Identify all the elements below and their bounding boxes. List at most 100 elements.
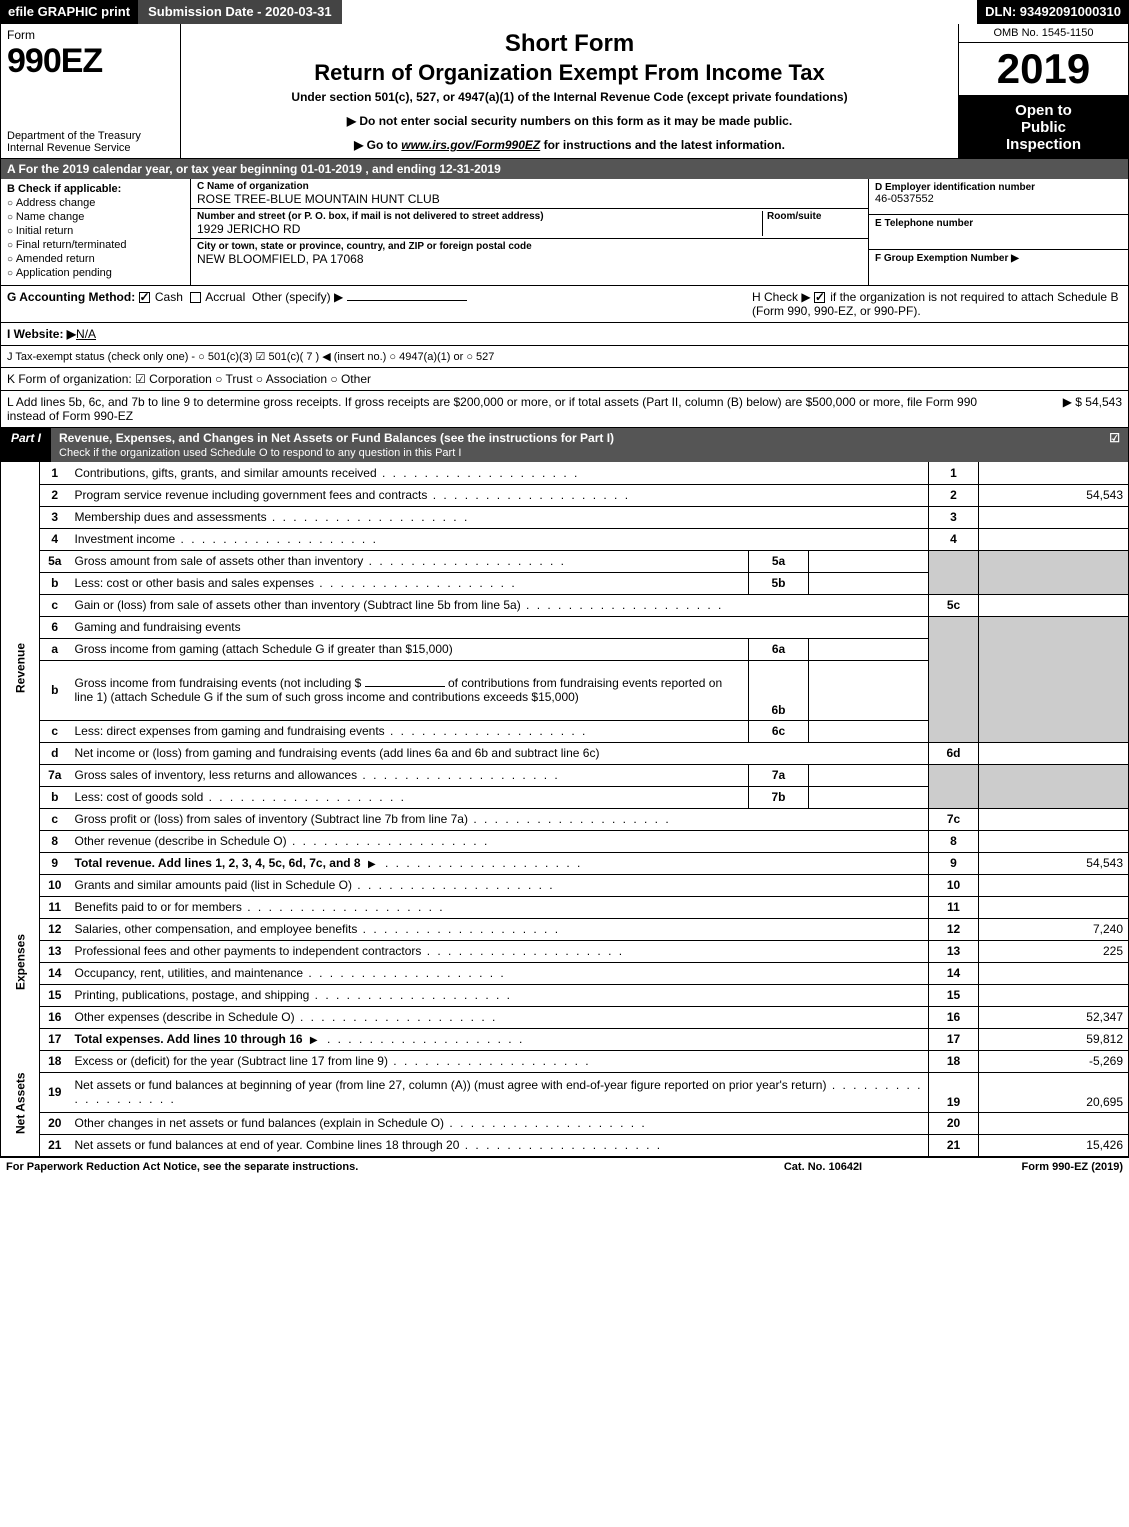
- r2-n: 2: [40, 484, 70, 506]
- line-i: I Website: ▶ N/A: [0, 323, 1129, 346]
- r9-d: Total revenue. Add lines 1, 2, 3, 4, 5c,…: [70, 852, 929, 874]
- r5c-nc: 5c: [929, 594, 979, 616]
- r6a-d: Gross income from gaming (attach Schedul…: [70, 638, 749, 660]
- r6b-d1: Gross income from fundraising events (no…: [75, 676, 362, 690]
- r14-d: Occupancy, rent, utilities, and maintena…: [70, 962, 929, 984]
- side-revenue: Revenue: [1, 462, 40, 874]
- r9-amt: 54,543: [979, 852, 1129, 874]
- org-name-val: ROSE TREE-BLUE MOUNTAIN HUNT CLUB: [197, 192, 862, 206]
- r4-d: Investment income: [70, 528, 929, 550]
- h-check[interactable]: [814, 292, 825, 303]
- r11-n: 11: [40, 896, 70, 918]
- g-accrual-check[interactable]: [190, 292, 201, 303]
- form-number: 990EZ: [7, 42, 174, 81]
- g-other: Other (specify) ▶: [252, 290, 343, 304]
- j-text: J Tax-exempt status (check only one) - ○…: [7, 350, 494, 363]
- form-label: Form: [7, 28, 174, 42]
- h-pre: H Check ▶: [752, 290, 811, 304]
- row-16: 16 Other expenses (describe in Schedule …: [1, 1006, 1129, 1028]
- footer-formref: Form 990-EZ (2019): [923, 1161, 1123, 1173]
- r16-n: 16: [40, 1006, 70, 1028]
- submission-date: Submission Date - 2020-03-31: [138, 0, 342, 24]
- r3-amt: [979, 506, 1129, 528]
- r11-d: Benefits paid to or for members: [70, 896, 929, 918]
- g-other-input[interactable]: [347, 300, 467, 301]
- part1-label: Part I: [1, 428, 51, 462]
- r5c-d: Gain or (loss) from sale of assets other…: [70, 594, 929, 616]
- r5a-n: 5a: [40, 550, 70, 572]
- part1-sub: Check if the organization used Schedule …: [59, 447, 461, 459]
- r12-n: 12: [40, 918, 70, 940]
- part1-check[interactable]: ☑: [1101, 428, 1128, 462]
- r5c-amt: [979, 594, 1129, 616]
- r15-n: 15: [40, 984, 70, 1006]
- entity-block: B Check if applicable: Address change Na…: [0, 179, 1129, 286]
- open-line1: Open to: [961, 102, 1126, 119]
- r3-nc: 3: [929, 506, 979, 528]
- r7b-n: b: [40, 786, 70, 808]
- ein-box: D Employer identification number 46-0537…: [869, 179, 1128, 215]
- chk-final[interactable]: Final return/terminated: [7, 239, 184, 251]
- r16-d: Other expenses (describe in Schedule O): [70, 1006, 929, 1028]
- grp-lbl: F Group Exemption Number ▶: [875, 253, 1122, 264]
- r1-nc: 1: [929, 462, 979, 484]
- r17-n: 17: [40, 1028, 70, 1050]
- r6c-sv: [809, 720, 929, 742]
- chk-address[interactable]: Address change: [7, 197, 184, 209]
- g-cash: Cash: [155, 290, 183, 304]
- r13-amt: 225: [979, 940, 1129, 962]
- r18-nc: 18: [929, 1050, 979, 1072]
- r6b-blank[interactable]: [365, 686, 445, 687]
- chk-amended[interactable]: Amended return: [7, 253, 184, 265]
- r6c-d: Less: direct expenses from gaming and fu…: [70, 720, 749, 742]
- grp-box: F Group Exemption Number ▶: [869, 250, 1128, 285]
- row-15: 15 Printing, publications, postage, and …: [1, 984, 1129, 1006]
- line-l: L Add lines 5b, 6c, and 7b to line 9 to …: [0, 391, 1129, 428]
- r7b-sv: [809, 786, 929, 808]
- r5b-d: Less: cost or other basis and sales expe…: [70, 572, 749, 594]
- main-title: Return of Organization Exempt From Incom…: [191, 60, 948, 86]
- g-cash-check[interactable]: [139, 292, 150, 303]
- r5b-sb: 5b: [749, 572, 809, 594]
- period-line: A For the 2019 calendar year, or tax yea…: [0, 159, 1129, 179]
- r5b-sv: [809, 572, 929, 594]
- chk-initial[interactable]: Initial return: [7, 225, 184, 237]
- r18-amt: -5,269: [979, 1050, 1129, 1072]
- row-6d: d Net income or (loss) from gaming and f…: [1, 742, 1129, 764]
- r14-amt: [979, 962, 1129, 984]
- goto-link[interactable]: www.irs.gov/Form990EZ: [401, 138, 540, 152]
- efile-label[interactable]: efile GRAPHIC print: [0, 0, 138, 24]
- chk-name[interactable]: Name change: [7, 211, 184, 223]
- r17-amt: 59,812: [979, 1028, 1129, 1050]
- dln-label: DLN: 93492091000310: [977, 0, 1129, 24]
- r18-n: 18: [40, 1050, 70, 1072]
- r7c-amt: [979, 808, 1129, 830]
- r9-n: 9: [40, 852, 70, 874]
- r5c-n: c: [40, 594, 70, 616]
- r6b-sv: [809, 660, 929, 720]
- row-6: 6 Gaming and fundraising events: [1, 616, 1129, 638]
- r7a-sv: [809, 764, 929, 786]
- row-3: 3 Membership dues and assessments 3: [1, 506, 1129, 528]
- r15-nc: 15: [929, 984, 979, 1006]
- r4-amt: [979, 528, 1129, 550]
- org-name-lbl: C Name of organization: [197, 181, 862, 192]
- r2-d: Program service revenue including govern…: [70, 484, 929, 506]
- r14-n: 14: [40, 962, 70, 984]
- r10-n: 10: [40, 874, 70, 896]
- section-def: D Employer identification number 46-0537…: [868, 179, 1128, 285]
- r4-nc: 4: [929, 528, 979, 550]
- r20-n: 20: [40, 1112, 70, 1134]
- i-val: N/A: [76, 327, 96, 341]
- ssn-notice: ▶ Do not enter social security numbers o…: [191, 114, 948, 128]
- line-h: H Check ▶ if the organization is not req…: [752, 290, 1122, 318]
- row-10: Expenses 10 Grants and similar amounts p…: [1, 874, 1129, 896]
- row-8: 8 Other revenue (describe in Schedule O)…: [1, 830, 1129, 852]
- arrow-icon: [364, 856, 380, 870]
- chk-pending[interactable]: Application pending: [7, 267, 184, 279]
- r7a-d: Gross sales of inventory, less returns a…: [70, 764, 749, 786]
- r6b-sb: 6b: [749, 660, 809, 720]
- row-18: Net Assets 18 Excess or (deficit) for th…: [1, 1050, 1129, 1072]
- r17-d-b: Total expenses. Add lines 10 through 16: [75, 1032, 303, 1046]
- r19-amt: 20,695: [979, 1072, 1129, 1112]
